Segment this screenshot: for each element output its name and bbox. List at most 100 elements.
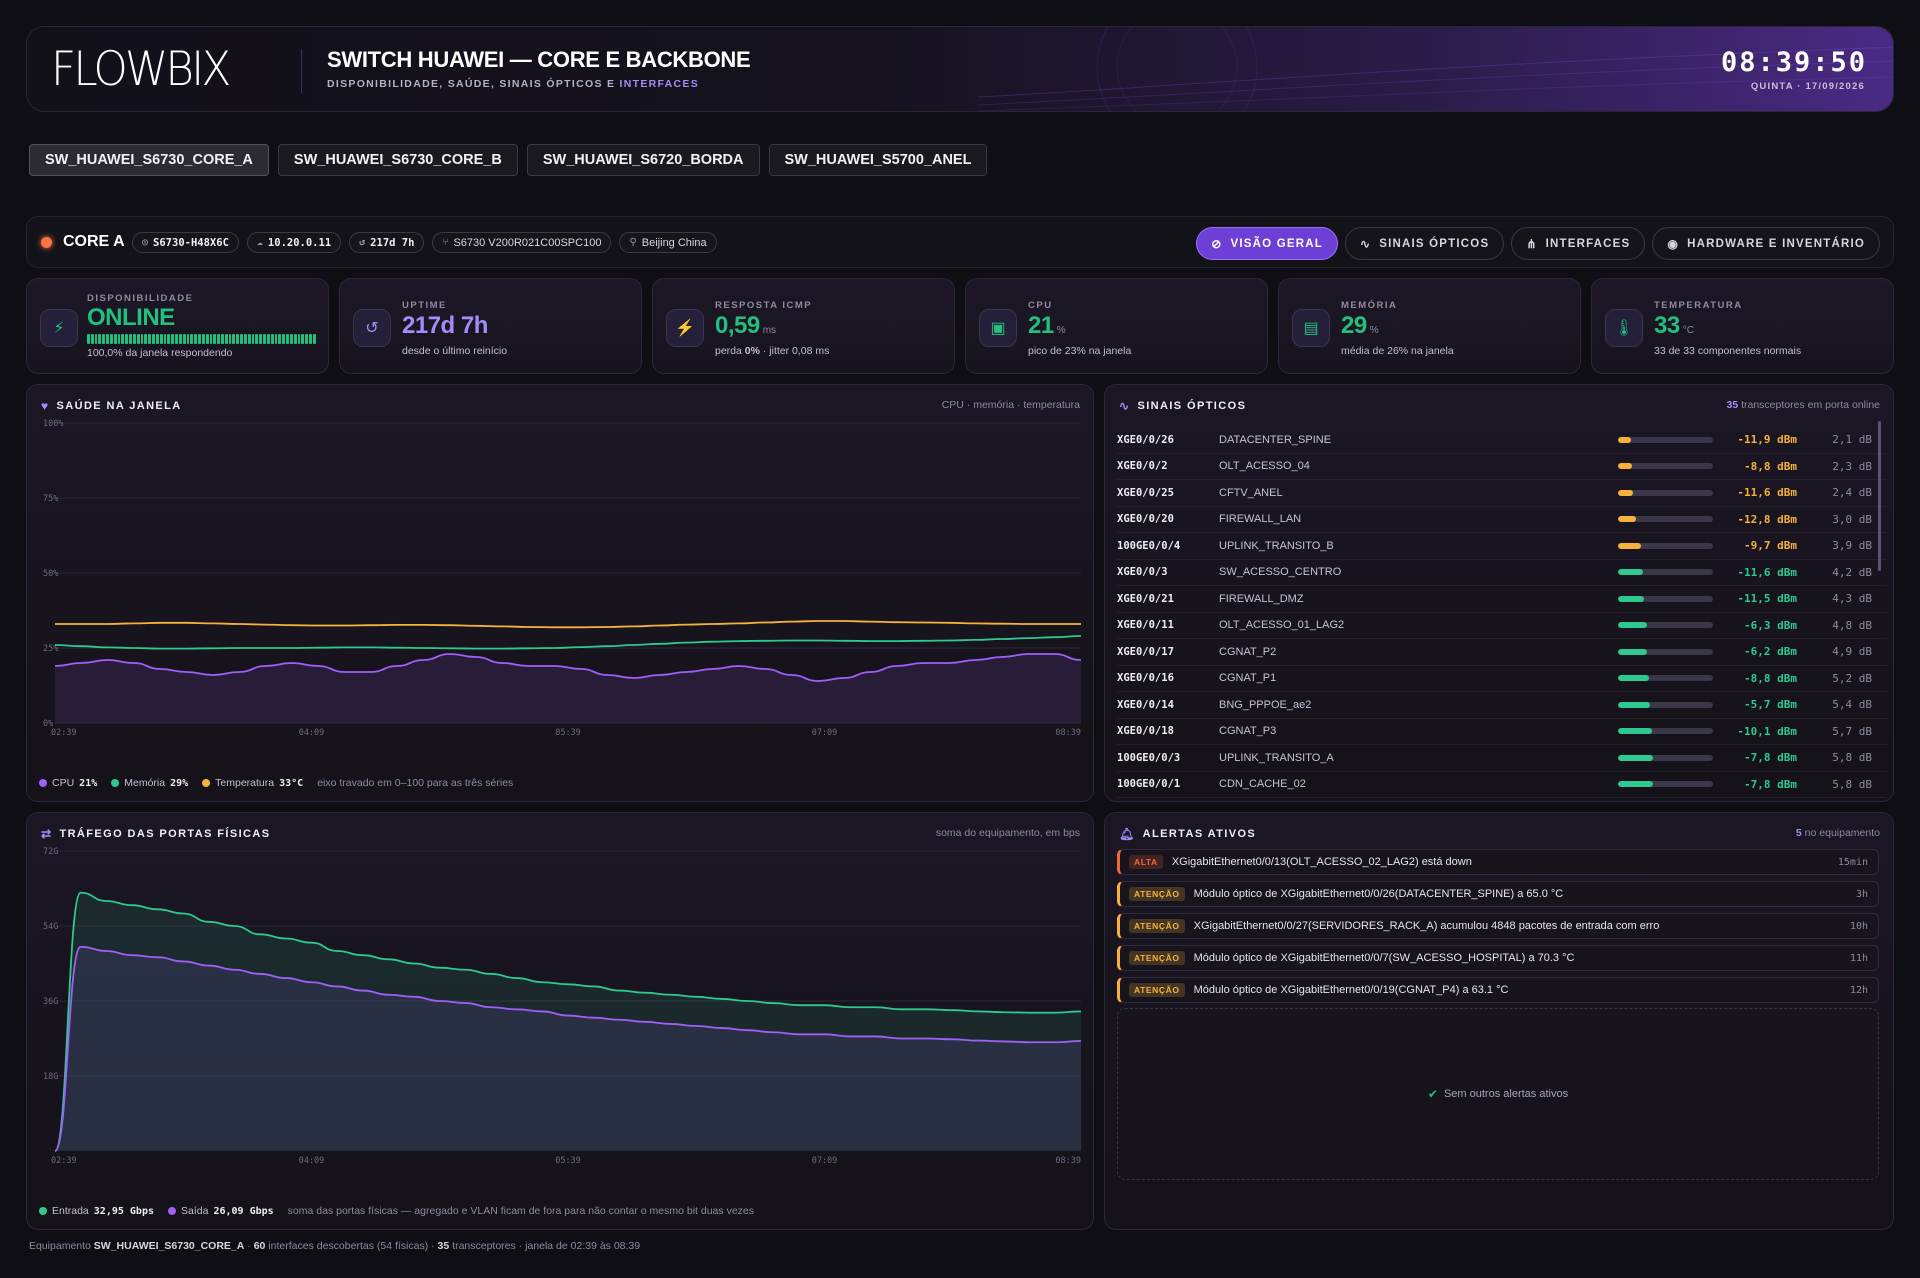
availability-segment [301,334,305,344]
kpi-label: CPU [1028,300,1053,311]
availability-segment [266,334,270,344]
device-tab-core-b[interactable]: SW_HUAWEI_S6730_CORE_B [277,144,518,176]
kpi-sub: média de 26% na janela [1341,345,1454,357]
x-tick-label: 08:39 [1055,728,1081,738]
device-bar: CORE A ◎ S6730-H48X6C ☁ 10.20.0.11 ↺ 217d 7… [26,216,1894,268]
optical-row[interactable]: XGE0/0/25 CFTV_ANEL -11,6 dBm 2,4 dB [1117,480,1887,507]
footer-transceivers: 35 [437,1240,450,1252]
tab-interfaces[interactable]: ⋔ INTERFACES [1511,227,1646,260]
availability-segment [270,334,274,344]
port-name: XGE0/0/18 [1117,725,1174,738]
optical-row[interactable]: XGE0/0/11 OLT_ACESSO_01_LAG2 -6,3 dBm 4,8 d… [1117,613,1887,639]
legend-name: Entrada [52,1205,89,1217]
optical-row[interactable]: XGE0/0/2 OLT_ACESSO_04 -8,8 dBm 2,3 dB [1117,454,1887,480]
traffic-subtitle: soma do equipamento, em bps [935,827,1080,839]
tab-sinais-opticos[interactable]: ∿ SINAIS ÓPTICOS [1344,227,1505,260]
port-name: 100GE0/0/4 [1117,539,1181,552]
kpi-value-text: 33 [1654,312,1680,339]
port-name: XGE0/0/26 [1117,433,1174,446]
alert-item[interactable]: ATENÇÃO Módulo óptico de XGigabitEthernet… [1117,881,1879,907]
optical-table: XGE0/0/26 DATACENTER_SPINE -11,9 dBm 2,1 dB… [1117,427,1887,798]
signal-bar [1618,728,1713,735]
port-description: OLT_ACESSO_01_LAG2 [1219,619,1345,632]
traffic-legend: Entrada 32,95 Gbps Saída 26,09 Gbps soma d… [39,1205,754,1217]
legend-name: Temperatura [215,777,275,789]
availability-segment [167,334,171,344]
optical-row[interactable]: XGE0/0/14 BNG_PPPOE_ae2 -5,7 dBm 5,4 dB [1117,692,1887,719]
optical-row[interactable]: XGE0/0/3 SW_ACESSO_CENTRO -11,6 dBm 4,2 dB [1117,560,1887,586]
scrollbar[interactable] [1878,421,1881,571]
y-tick-label: 50% [43,569,58,579]
optical-count: 35 transceptores em porta online [1726,399,1880,411]
model-chip: ◎ S6730-H48X6C [132,232,239,253]
availability-segment [125,334,129,344]
availability-segment [312,334,316,344]
signal-bar-fill [1618,569,1643,576]
signal-margin: 2,4 dB [1832,486,1872,500]
kpi-label: UPTIME [402,300,447,311]
availability-segment [148,334,152,344]
optical-row[interactable]: XGE0/0/20 FIREWALL_LAN -12,8 dBm 3,0 dB [1117,507,1887,533]
legend-value: 32,95 Gbps [93,1205,154,1217]
alert-item[interactable]: ALTA XGigabitEthernet0/0/13(OLT_ACESSO_02… [1117,849,1879,875]
alert-age: 12h [1849,984,1868,996]
optical-row[interactable]: XGE0/0/17 CGNAT_P2 -6,2 dBm 4,9 dB [1117,639,1887,666]
availability-segment [129,334,132,344]
device-name: CORE A [63,233,125,250]
cloud-icon: ☁ [256,237,263,248]
legend-value: 33°C [279,777,304,789]
kpi-sub-prefix: perda [715,345,742,357]
optical-row[interactable]: 100GE0/0/3 UPLINK_TRANSITO_A -7,8 dBm 5,8 d… [1117,745,1887,772]
optical-row[interactable]: 100GE0/0/4 UPLINK_TRANSITO_B -9,7 dBm 3,9 d… [1117,533,1887,560]
kpi-sub: pico de 23% na janela [1028,345,1132,357]
signal-bar-fill [1618,542,1641,549]
legend-dot [39,779,47,787]
optical-row[interactable]: XGE0/0/21 FIREWALL_DMZ -11,5 dBm 4,3 dB [1117,586,1887,613]
alert-age: 11h [1849,952,1868,964]
signal-bar-fill [1618,463,1633,470]
alert-item[interactable]: ATENÇÃO Módulo óptico de XGigabitEthernet… [1117,945,1879,971]
alert-item[interactable]: ATENÇÃO Módulo óptico de XGigabitEthernet… [1117,977,1879,1003]
device-tab-borda[interactable]: SW_HUAWEI_S6720_BORDA [526,144,760,176]
device-tab-core-a[interactable]: SW_HUAWEI_S6730_CORE_A [29,144,269,176]
legend-dot [39,1207,47,1215]
footer-text: interfaces descobertas (54 físicas) · [265,1240,438,1252]
optical-row[interactable]: 100GE0/0/1 CDN_CACHE_02 -7,8 dBm 5,8 dB [1117,772,1887,798]
availability-segment [182,334,186,344]
clock-date: QUINTA · 17/09/2026 [1750,81,1865,92]
tab-visao-geral[interactable]: ⊘ VISÃO GERAL [1196,227,1338,260]
legend-dot [111,779,120,787]
cube-icon: ◎ [142,237,149,248]
port-description: CGNAT_P3 [1219,725,1277,738]
device-tab-anel[interactable]: SW_HUAWEI_S5700_ANEL [768,144,988,176]
legend-entrada: Entrada 32,95 Gbps [39,1205,154,1217]
availability-segment [293,334,297,344]
legend-memoria: Memória 29% [111,777,188,789]
signal-bar-fill [1618,754,1654,761]
subtitle-accent: INTERFACES [619,78,700,90]
health-panel: ♥ SAÚDE NA JANELA CPU · memória · tempera… [26,384,1094,802]
optical-row[interactable]: XGE0/0/18 CGNAT_P3 -10,1 dBm 5,7 dB [1117,719,1887,745]
series-area-cpu [55,654,1081,723]
optical-panel: ∿ SINAIS ÓPTICOS 35 transceptores em port… [1104,384,1894,802]
availability-segment [87,334,90,344]
optical-row[interactable]: XGE0/0/16 CGNAT_P1 -8,8 dBm 5,2 dB [1117,666,1887,692]
page-header: FLOWBIX SWITCH HUAWEI — CORE E BACKBONE … [26,26,1894,112]
footer-text: Equipamento [29,1240,94,1252]
plug-icon: ⚡︎ [40,309,78,347]
kpi-sub: 100,0% da janela respondendo [87,347,233,359]
x-tick-label: 02:39 [51,1156,77,1166]
availability-segment [155,334,159,344]
port-description: SW_ACESSO_CENTRO [1219,566,1342,579]
optical-row[interactable]: XGE0/0/26 DATACENTER_SPINE -11,9 dBm 2,1 dB [1117,427,1887,454]
tab-hardware[interactable]: ◉ HARDWARE E INVENTÁRIO [1652,227,1880,260]
history-icon: ↺ [353,309,391,347]
signal-bar [1618,595,1713,602]
signal-margin: 3,9 dB [1832,539,1872,553]
alert-item[interactable]: ATENÇÃO XGigabitEthernet0/0/27(SERVIDORES… [1117,913,1879,939]
legend-note: eixo travado em 0–100 para as três série… [317,777,514,789]
signal-margin: 5,8 dB [1832,777,1872,791]
health-title: ♥ SAÚDE NA JANELA [41,399,182,413]
empty-alerts: ✔ Sem outros alertas ativos [1117,1008,1879,1180]
footer: Equipamento SW_HUAWEI_S6730_CORE_A · 60 … [29,1240,640,1252]
